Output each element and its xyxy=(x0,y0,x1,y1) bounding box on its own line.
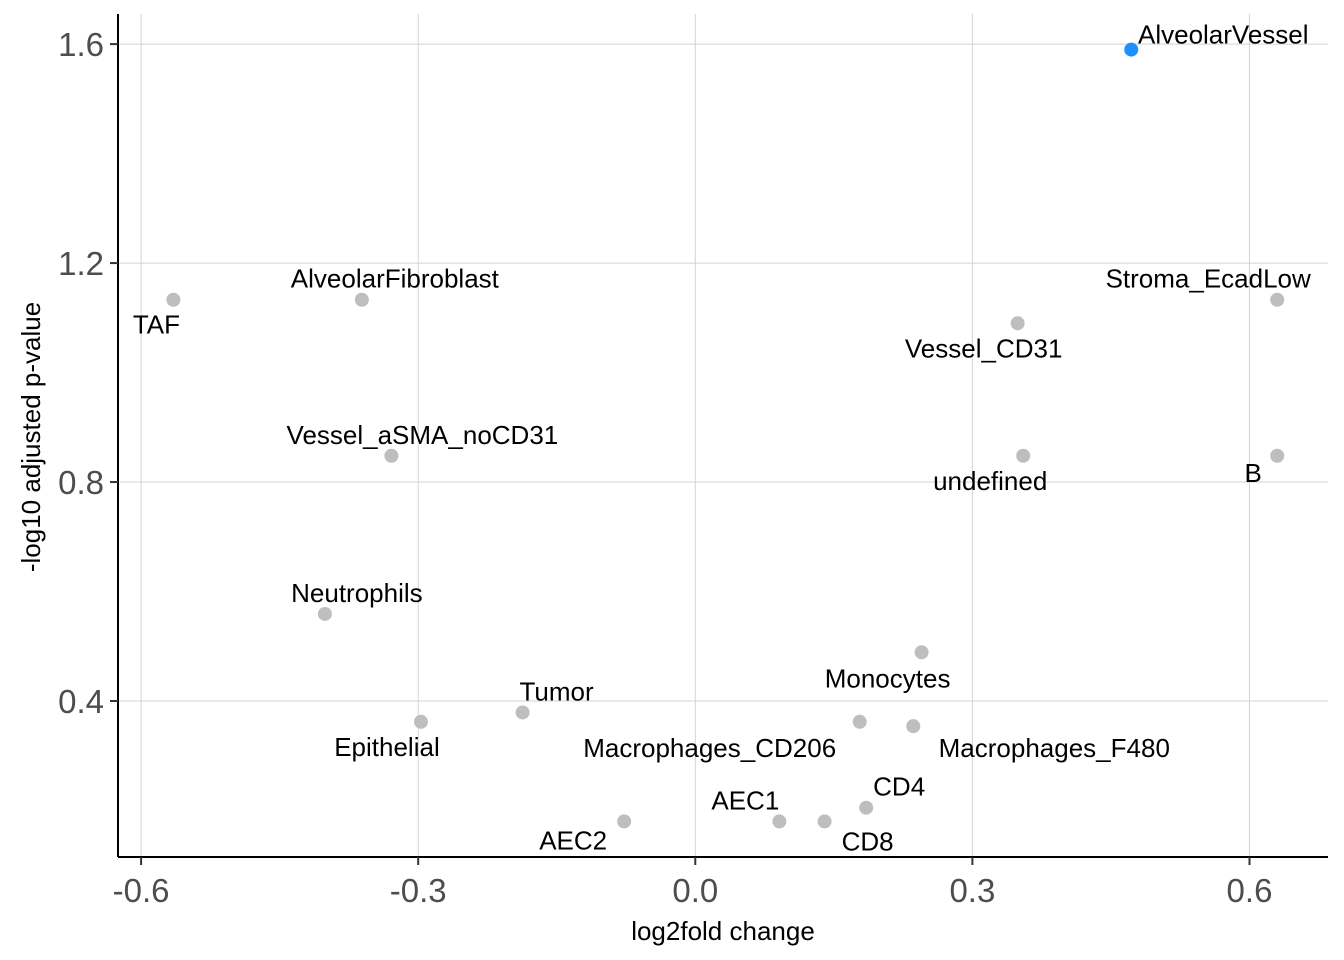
data-point xyxy=(1124,42,1139,57)
point-label: CD8 xyxy=(842,826,894,856)
x-tick-label: -0.6 xyxy=(113,872,170,909)
point-label: AEC1 xyxy=(711,785,779,815)
data-point xyxy=(1270,448,1285,463)
point-label: AlveolarVessel xyxy=(1138,20,1309,50)
axes xyxy=(110,14,1328,865)
point-label: Macrophages_CD206 xyxy=(583,733,836,763)
data-points xyxy=(166,42,1285,829)
data-point xyxy=(515,705,530,720)
grid-lines xyxy=(118,14,1328,857)
point-label: undefined xyxy=(933,466,1047,496)
point-label: Monocytes xyxy=(825,663,951,693)
x-axis-title: log2fold change xyxy=(631,916,815,946)
point-labels: AlveolarVessel TAF AlveolarFibroblast Strom… xyxy=(133,20,1311,857)
data-point xyxy=(1010,316,1025,331)
point-label: AEC2 xyxy=(539,825,607,855)
data-point xyxy=(317,606,332,621)
data-point xyxy=(166,292,181,307)
y-tick-label: 0.8 xyxy=(58,464,104,501)
data-point xyxy=(859,800,874,815)
data-point xyxy=(914,645,929,660)
point-label: TAF xyxy=(133,310,180,340)
point-label: Vessel_aSMA_noCD31 xyxy=(287,420,559,450)
data-point xyxy=(354,292,369,307)
y-axis-title: -log10 adjusted p-value xyxy=(16,302,46,572)
point-label: Macrophages_F480 xyxy=(939,733,1170,763)
data-point xyxy=(906,719,921,734)
data-point xyxy=(617,814,632,829)
data-point xyxy=(772,814,787,829)
point-label: Stroma_EcadLow xyxy=(1106,264,1311,294)
point-label: Vessel_CD31 xyxy=(905,333,1063,363)
tick-labels: -0.6 -0.3 0.0 0.3 0.6 0.4 0.8 1.2 1.6 xyxy=(58,26,1272,909)
x-tick-label: -0.3 xyxy=(390,872,447,909)
point-label: Tumor xyxy=(519,676,593,706)
x-tick-label: 0.3 xyxy=(949,872,995,909)
x-tick-label: 0.0 xyxy=(672,872,718,909)
y-tick-label: 1.6 xyxy=(58,26,104,63)
data-point xyxy=(1270,292,1285,307)
x-tick-label: 0.6 xyxy=(1227,872,1273,909)
point-label: Neutrophils xyxy=(291,578,423,608)
data-point xyxy=(852,714,867,729)
data-point xyxy=(817,814,832,829)
data-point xyxy=(384,448,399,463)
point-label: AlveolarFibroblast xyxy=(291,264,500,294)
point-label: CD4 xyxy=(873,772,925,802)
data-point xyxy=(413,714,428,729)
y-tick-label: 1.2 xyxy=(58,245,104,282)
y-tick-label: 0.4 xyxy=(58,683,104,720)
point-label: Epithelial xyxy=(334,732,440,762)
point-label: B xyxy=(1245,458,1262,488)
data-point xyxy=(1016,448,1031,463)
